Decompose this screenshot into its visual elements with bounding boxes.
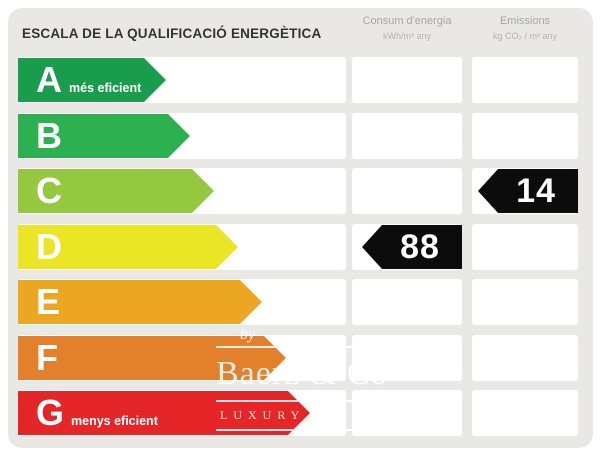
emissions-cell-g (472, 390, 578, 436)
consum-value-arrow: 88 (362, 225, 462, 269)
consum-column-label: Consum d'energia (362, 15, 452, 27)
emissions-cell-f (472, 335, 578, 381)
rating-arrow-c: C (18, 169, 214, 213)
consum-value: 88 (400, 227, 440, 266)
rating-letter-c: C (36, 170, 62, 211)
consum-cell-f (352, 335, 462, 381)
consum-column-unit: kWh/m² any (382, 31, 431, 41)
emissions-cell-e (472, 279, 578, 325)
consum-column-header: Consum d'energia kWh/m² any (352, 15, 462, 41)
emissions-value-arrow: 14 (478, 169, 578, 213)
energy-scale-panel: ESCALA DE LA QUALIFICACIÓ ENERGÈTICA Con… (8, 8, 593, 448)
consum-cell-e (352, 279, 462, 325)
emissions-cell-b (472, 113, 578, 159)
page-title: ESCALA DE LA QUALIFICACIÓ ENERGÈTICA (22, 26, 322, 41)
rating-arrow-d: D (18, 225, 238, 269)
rating-note-a: més eficient (69, 81, 142, 95)
rating-letter-e: E (36, 281, 61, 322)
consum-cell-a (352, 57, 462, 103)
consum-cell-g (352, 390, 462, 436)
consum-cell-c (352, 168, 462, 214)
emissions-column-header: Emissions kg CO₂ / m² any (472, 15, 578, 41)
rating-letter-d: D (36, 226, 62, 267)
rating-letter-g: G (36, 392, 65, 433)
consum-cell-b (352, 113, 462, 159)
rating-arrow-f: F (18, 336, 286, 380)
emissions-value: 14 (516, 171, 556, 210)
emissions-cell-d (472, 224, 578, 270)
emissions-column-label: Emissions (499, 15, 551, 27)
rating-letter-f: F (36, 337, 58, 378)
rating-arrow-e: E (18, 280, 262, 324)
rating-letter-a: A (36, 59, 62, 100)
rating-letter-b: B (36, 115, 62, 156)
emissions-column-unit: kg CO₂ / m² any (492, 31, 557, 41)
rating-arrow-b: B (18, 114, 190, 158)
emissions-cell-a (472, 57, 578, 103)
rating-note-g: menys eficient (71, 414, 158, 428)
